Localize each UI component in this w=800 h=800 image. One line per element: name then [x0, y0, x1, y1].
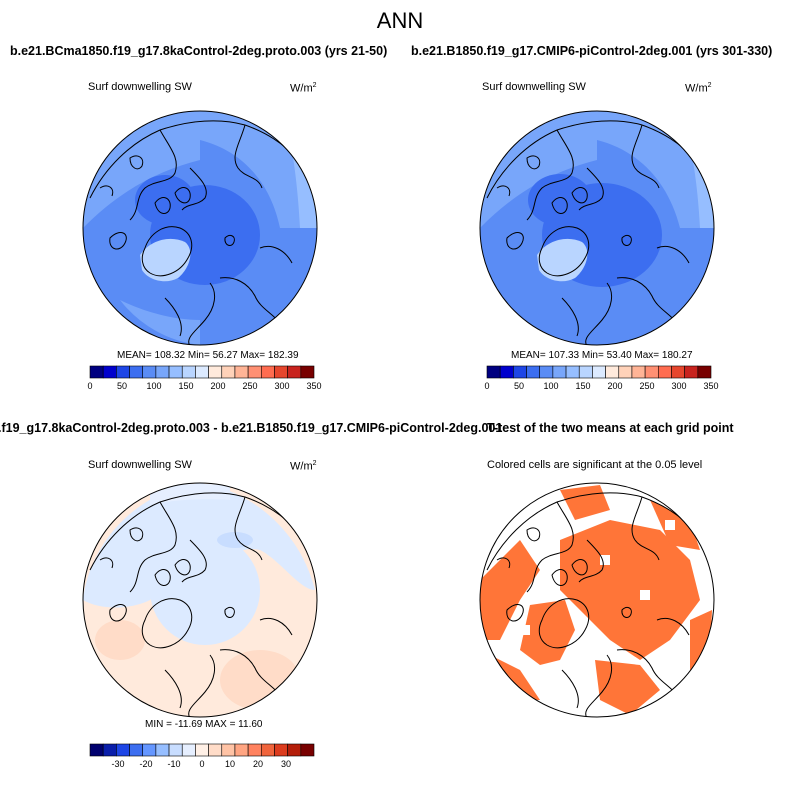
colorbar-swatch — [222, 744, 235, 756]
colorbar-tick-label: 150 — [178, 381, 193, 391]
colorbar-tick-label: 50 — [514, 381, 524, 391]
colorbar-swatch — [261, 366, 274, 378]
colorbar-tick-label: 250 — [639, 381, 654, 391]
colorbar-swatch — [156, 744, 169, 756]
colorbar-tick-label: 200 — [210, 381, 225, 391]
colorbar-swatch — [90, 366, 103, 378]
colorbar-tick-label: 20 — [253, 759, 263, 769]
colorbar-swatch — [143, 366, 156, 378]
colorbar-swatch — [301, 744, 314, 756]
colorbar-tick-label: 300 — [274, 381, 289, 391]
colorbar-swatch — [222, 366, 235, 378]
colorbar-swatch — [619, 366, 632, 378]
colorbar-swatch — [195, 744, 208, 756]
colorbar-tick-label: 10 — [225, 759, 235, 769]
colorbar-swatch — [182, 366, 195, 378]
colorbar-swatch — [658, 366, 671, 378]
colorbar-swatch — [288, 744, 301, 756]
panel3-colorbar: -30 -20 -10 0 10 20 30 — [90, 744, 314, 769]
colorbar-tick-label: -10 — [167, 759, 180, 769]
colorbar-swatch — [103, 744, 116, 756]
colorbar-swatch — [301, 366, 314, 378]
colorbar-swatch — [685, 366, 698, 378]
colorbar-tick-label: 100 — [146, 381, 161, 391]
colorbar-tick-label: 50 — [117, 381, 127, 391]
panel3-map — [83, 483, 317, 718]
colorbar-tick-label: 200 — [607, 381, 622, 391]
colorbar-swatch — [156, 366, 169, 378]
colorbar-swatch — [671, 366, 684, 378]
colorbar-swatch — [592, 366, 605, 378]
colorbar-swatch — [103, 366, 116, 378]
colorbar-swatch — [143, 744, 156, 756]
colorbar-swatch — [553, 366, 566, 378]
colorbar-tick-label: 300 — [671, 381, 686, 391]
colorbar-swatch — [209, 366, 222, 378]
colorbar-swatch — [500, 366, 513, 378]
colorbar-swatch — [90, 744, 103, 756]
colorbar-swatch — [169, 366, 182, 378]
colorbar-swatch — [274, 744, 287, 756]
colorbar-swatch — [261, 744, 274, 756]
colorbar-tick-label: 0 — [199, 759, 204, 769]
colorbar-tick-label: -20 — [139, 759, 152, 769]
colorbar-swatch — [645, 366, 658, 378]
colorbar-swatch — [235, 366, 248, 378]
panel1-colorbar: 0 50 100 150 200 250 300 350 — [87, 366, 321, 391]
colorbar-swatch — [698, 366, 711, 378]
colorbar-tick-label: 30 — [281, 759, 291, 769]
colorbar-swatch — [288, 366, 301, 378]
colorbar-swatch — [513, 366, 526, 378]
colorbar-swatch — [116, 366, 129, 378]
colorbar-swatch — [248, 744, 261, 756]
colorbar-swatch — [248, 366, 261, 378]
colorbar-swatch — [566, 366, 579, 378]
colorbar-swatch — [116, 744, 129, 756]
colorbar-tick-label: 100 — [543, 381, 558, 391]
colorbar-tick-label: 350 — [703, 381, 718, 391]
colorbar-tick-label: 350 — [306, 381, 321, 391]
colorbar-swatch — [130, 366, 143, 378]
colorbar-swatch — [182, 744, 195, 756]
colorbar-swatch — [235, 744, 248, 756]
colorbar-swatch — [527, 366, 540, 378]
colorbar-swatch — [540, 366, 553, 378]
panel4-map — [480, 483, 714, 718]
colorbar-swatch — [606, 366, 619, 378]
colorbar-tick-label: 250 — [242, 381, 257, 391]
figure-canvas: 0 50 100 150 200 250 300 350 0 50 100 150 200 250 300… — [0, 0, 800, 800]
colorbar-swatch — [209, 744, 222, 756]
colorbar-swatch — [169, 744, 182, 756]
colorbar-swatch — [632, 366, 645, 378]
colorbar-tick-label: 0 — [484, 381, 489, 391]
colorbar-swatch — [195, 366, 208, 378]
colorbar-tick-label: -30 — [111, 759, 124, 769]
colorbar-tick-label: 150 — [575, 381, 590, 391]
colorbar-swatch — [579, 366, 592, 378]
colorbar-tick-label: 0 — [87, 381, 92, 391]
panel2-colorbar: 0 50 100 150 200 250 300 350 — [484, 366, 718, 391]
colorbar-swatch — [274, 366, 287, 378]
colorbar-swatch — [487, 366, 500, 378]
colorbar-swatch — [130, 744, 143, 756]
